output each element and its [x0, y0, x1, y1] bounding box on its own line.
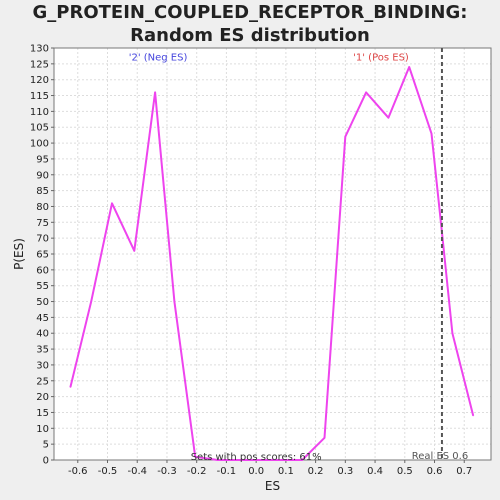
series-point — [173, 300, 175, 303]
x-tick-label: 0.5 — [397, 466, 413, 477]
y-tick-label: 125 — [30, 59, 49, 70]
series-point — [365, 91, 367, 93]
x-tick-label: 0.6 — [427, 466, 443, 477]
x-tick-label: 0.3 — [337, 466, 353, 477]
x-tick-label: -0.4 — [127, 466, 147, 477]
x-tick-label: 0.0 — [248, 466, 264, 477]
series-point — [430, 132, 433, 135]
series-point — [194, 456, 196, 458]
y-tick-label: 70 — [36, 234, 49, 245]
y-tick-label: 5 — [43, 440, 49, 451]
y-tick-label: 55 — [36, 281, 49, 292]
series-point — [154, 91, 156, 93]
series-point — [260, 459, 262, 461]
y-tick-label: 65 — [36, 250, 49, 261]
x-tick-label: -0.2 — [187, 466, 207, 477]
y-tick-label: 90 — [36, 170, 49, 181]
x-tick-label: 0.2 — [308, 466, 324, 477]
y-tick-label: 85 — [36, 186, 49, 197]
series-point — [282, 459, 284, 461]
series-point — [111, 202, 113, 204]
y-tick-label: 0 — [43, 456, 49, 467]
grid-layer — [54, 47, 491, 461]
x-tick-label: -0.1 — [217, 466, 237, 477]
annotation-label: '2' (Neg ES) — [129, 53, 188, 64]
y-tick-label: 25 — [36, 376, 49, 387]
series-point — [69, 386, 71, 388]
real-es-label: Real ES 0.6 — [412, 451, 468, 462]
series-point — [344, 136, 346, 138]
series-point — [216, 459, 219, 461]
series-point — [301, 459, 303, 461]
x-tick-label: -0.3 — [157, 466, 177, 477]
y-tick-label: 15 — [36, 408, 49, 419]
y-tick-label: 35 — [36, 345, 49, 356]
series-point — [323, 437, 326, 439]
x-tick-label: 0.7 — [456, 466, 472, 477]
y-tick-label: 80 — [36, 202, 49, 213]
y-tick-label: 115 — [30, 91, 49, 102]
y-tick-label: 20 — [36, 392, 49, 403]
y-tick-label: 60 — [36, 265, 49, 276]
series-point — [237, 459, 239, 461]
y-tick-label: 75 — [36, 218, 49, 229]
x-tick-label: -0.5 — [98, 466, 118, 477]
x-tick-label: 0.1 — [278, 466, 294, 477]
x-axis-title: ES — [265, 479, 280, 493]
y-tick-label: 50 — [36, 297, 49, 308]
y-axis-title: P(ES) — [12, 238, 26, 270]
annotation-label: '1' (Pos ES) — [353, 53, 409, 64]
series-point — [472, 415, 474, 417]
y-tick-label: 105 — [30, 123, 49, 134]
y-tick-label: 95 — [36, 154, 49, 165]
x-tick-label: -0.6 — [68, 466, 88, 477]
annotation-layer: Real ES 0.6 '2' (Neg ES) '1' (Pos ES) Sets … — [129, 48, 468, 463]
annotation-label: Sets with pos scores: 61% — [191, 452, 322, 463]
series-point — [133, 250, 135, 252]
y-tick-label: 130 — [30, 44, 49, 55]
y-tick-label: 40 — [36, 329, 49, 340]
chart-title: G_PROTEIN_COUPLED_RECEPTOR_BINDING: Rand… — [32, 2, 468, 46]
x-tick-label: 0.4 — [367, 466, 383, 477]
y-tick-label: 10 — [36, 424, 49, 435]
series-point — [90, 300, 92, 303]
y-tick-label: 120 — [30, 75, 49, 86]
y-tick-label: 30 — [36, 360, 49, 371]
y-tick-label: 100 — [30, 139, 49, 150]
tick-layer: 0 5 10 15 20 25 30 35 40 45 50 55 60 65 70 75 80 85 90 95 10… — [30, 44, 472, 478]
y-tick-label: 110 — [30, 107, 49, 118]
series-layer — [69, 66, 475, 461]
series-point — [451, 332, 453, 334]
series-point — [387, 117, 390, 119]
y-tick-label: 45 — [36, 313, 49, 324]
series-point — [408, 66, 410, 68]
